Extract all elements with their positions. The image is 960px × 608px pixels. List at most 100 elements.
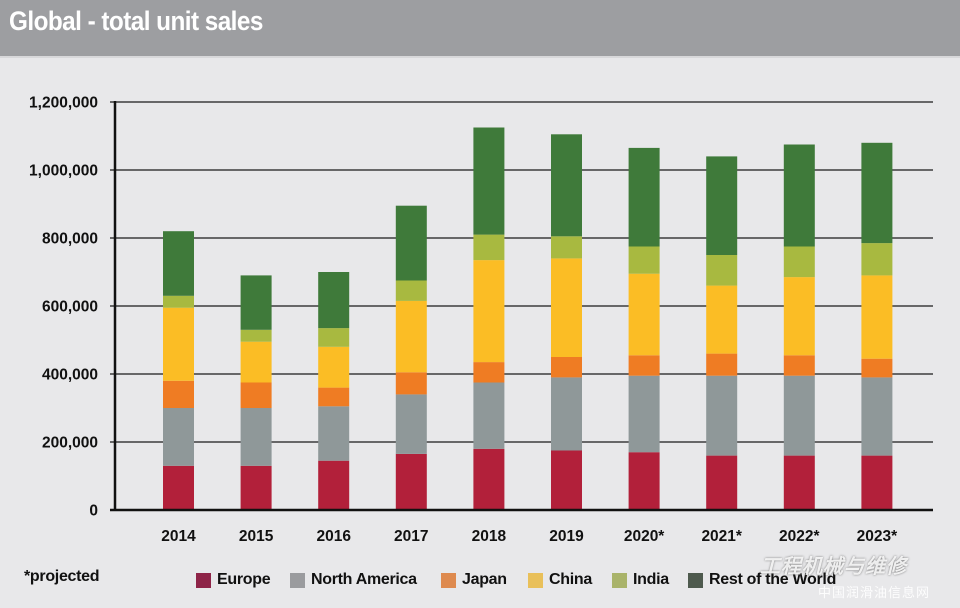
bar-segment-europe bbox=[473, 448, 505, 510]
chart-title: Global - total unit sales bbox=[9, 6, 263, 36]
bar-segment-europe bbox=[395, 453, 427, 510]
bar-segment-japan bbox=[240, 382, 272, 408]
bar-segment-china bbox=[240, 341, 272, 383]
x-axis-ticks: 2014 2015 2016 2017 2018 2019 2020* 2021* 2022* 2… bbox=[161, 528, 898, 545]
legend-label-rest-of-world: Rest of the World bbox=[709, 571, 837, 588]
bar-segment-japan bbox=[628, 355, 660, 376]
x-tick-label: 2020* bbox=[624, 528, 665, 545]
legend-item-north-america: North America bbox=[290, 566, 417, 594]
bar-segment-north-america bbox=[551, 377, 582, 451]
bar-stack bbox=[240, 275, 272, 510]
bar-segment-india bbox=[551, 236, 582, 259]
y-tick-label: 600,000 bbox=[42, 299, 98, 316]
bar-segment-japan bbox=[318, 387, 350, 407]
x-tick-label: 2018 bbox=[472, 528, 507, 545]
bar-segment-japan bbox=[706, 353, 738, 376]
bar-segment-north-america bbox=[861, 377, 893, 456]
bar-segment-europe bbox=[783, 455, 815, 510]
bar-stack bbox=[163, 231, 194, 510]
bar-stack bbox=[783, 144, 815, 510]
bar-segment-europe bbox=[240, 465, 272, 510]
legend-swatch-europe bbox=[196, 572, 211, 588]
bar-stack bbox=[551, 134, 582, 510]
y-axis-ticks: 0 200,000 400,000 600,000 800,000 1,000,000 1,… bbox=[29, 95, 98, 520]
bar-segment-china bbox=[318, 346, 350, 388]
bar-segment-north-america bbox=[163, 408, 194, 466]
watermark-text: 工程机械与维修 bbox=[760, 556, 907, 578]
legend-item-china: China bbox=[528, 566, 592, 594]
bar-segment-china bbox=[628, 273, 660, 356]
legend-swatch-india bbox=[612, 572, 627, 588]
bar-segment-rest-of-the-world bbox=[473, 127, 505, 235]
legend-item-india: India bbox=[612, 566, 669, 594]
legend-swatch-japan bbox=[441, 572, 456, 588]
bar-segment-india bbox=[473, 234, 505, 261]
y-tick-label: 0 bbox=[89, 503, 98, 520]
legend-swatch-north-america bbox=[290, 572, 305, 588]
legend-label-north-america: North America bbox=[311, 571, 417, 588]
bar-segment-europe bbox=[318, 460, 350, 510]
bar-segment-india bbox=[861, 243, 893, 276]
x-tick-label: 2016 bbox=[316, 528, 351, 545]
bar-stack bbox=[318, 272, 350, 510]
legend-label-europe: Europe bbox=[217, 571, 271, 588]
legend-item-rest-of-world: Rest of the World bbox=[688, 566, 836, 594]
bar-segment-japan bbox=[861, 358, 893, 378]
y-tick-label: 1,000,000 bbox=[29, 163, 98, 180]
bar-segment-china bbox=[551, 258, 582, 357]
bar-segment-rest-of-the-world bbox=[628, 147, 660, 247]
x-tick-label: 2017 bbox=[394, 528, 428, 545]
bar-segment-india bbox=[240, 329, 272, 342]
legend: *projected Europe North America Japan Ch… bbox=[0, 566, 960, 594]
bar-segment-north-america bbox=[318, 406, 350, 461]
y-tick-label: 1,200,000 bbox=[29, 95, 98, 112]
y-tick-label: 200,000 bbox=[42, 435, 98, 452]
bar-segment-india bbox=[628, 246, 660, 274]
bar-segment-north-america bbox=[783, 375, 815, 456]
chart-header: Global - total unit sales bbox=[0, 0, 960, 58]
bar-segment-europe bbox=[628, 452, 660, 510]
bar-segment-europe bbox=[861, 455, 893, 510]
bar-segment-china bbox=[706, 285, 738, 354]
bar-segment-north-america bbox=[395, 394, 427, 454]
bar-segment-china bbox=[861, 275, 893, 359]
bar-segment-europe bbox=[551, 450, 582, 510]
bar-segment-china bbox=[395, 300, 427, 373]
legend-item-europe: Europe bbox=[196, 566, 271, 594]
legend-item-japan: Japan bbox=[441, 566, 507, 594]
bar-segment-europe bbox=[706, 455, 738, 510]
bar-segment-japan bbox=[163, 380, 194, 408]
bar-segment-rest-of-the-world bbox=[395, 205, 427, 281]
bar-segment-japan bbox=[783, 355, 815, 376]
bar-segment-rest-of-the-world bbox=[861, 142, 893, 244]
bars bbox=[163, 127, 893, 510]
bar-stack bbox=[395, 205, 427, 510]
bar-stack bbox=[706, 156, 738, 510]
bar-segment-india bbox=[163, 295, 194, 308]
x-tick-label: 2019 bbox=[549, 528, 584, 545]
legend-label-japan: Japan bbox=[462, 571, 507, 588]
x-tick-label: 2022* bbox=[779, 528, 820, 545]
bar-segment-rest-of-the-world bbox=[783, 144, 815, 247]
bar-segment-india bbox=[706, 255, 738, 286]
bar-segment-japan bbox=[395, 372, 427, 395]
bar-segment-rest-of-the-world bbox=[240, 275, 272, 330]
bar-segment-rest-of-the-world bbox=[706, 156, 738, 255]
watermark-subtext: 中国润滑油信息网 bbox=[818, 585, 931, 600]
x-tick-label: 2021* bbox=[701, 528, 742, 545]
bar-segment-north-america bbox=[628, 375, 660, 453]
projected-note: *projected bbox=[24, 568, 100, 585]
y-tick-label: 400,000 bbox=[42, 367, 98, 384]
bar-segment-europe bbox=[163, 465, 194, 510]
bar-segment-north-america bbox=[240, 408, 272, 466]
bar-segment-china bbox=[473, 260, 505, 363]
bar-stack bbox=[861, 142, 893, 510]
bar-segment-china bbox=[783, 277, 815, 356]
bar-stack bbox=[628, 147, 660, 510]
bar-segment-north-america bbox=[706, 375, 738, 456]
bar-segment-japan bbox=[473, 362, 505, 383]
x-tick-label: 2023* bbox=[857, 528, 898, 545]
legend-label-china: China bbox=[549, 571, 592, 588]
y-tick-label: 800,000 bbox=[42, 231, 98, 248]
